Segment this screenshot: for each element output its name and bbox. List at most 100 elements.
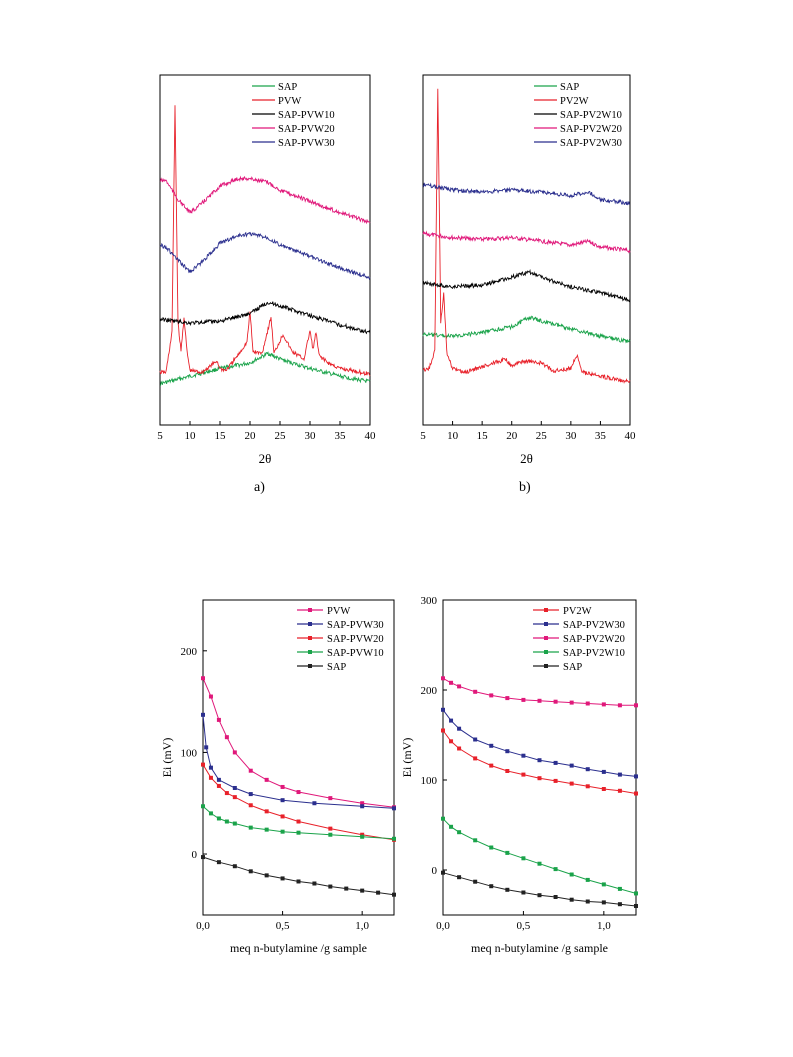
- point-pvw: [360, 801, 365, 806]
- plot-frame: [202, 599, 395, 916]
- point-sap-pvw30: [312, 801, 317, 806]
- point-sap: [441, 870, 445, 875]
- point-sap-pv2w30: [634, 774, 638, 779]
- point-sap-pv2w30: [457, 726, 462, 731]
- point-sap-pvw20: [208, 775, 213, 780]
- x-tick-label: 15: [215, 430, 227, 442]
- xrd-chart-b-svg: 5 10 15 20 25 30 35 40 2θ SAP PV2W SAP-PV2W10 SAP-PV…: [420, 74, 637, 466]
- series-sap-pvw30: [159, 231, 371, 281]
- x-tick-label: 0,5: [517, 920, 531, 932]
- point-sap: [264, 873, 269, 878]
- point-sap-pv2w10: [617, 886, 622, 891]
- point-pv2w: [473, 756, 478, 761]
- point-sap: [569, 897, 574, 902]
- legend-label-sap: SAP: [278, 82, 297, 93]
- legend-label-pvw: PVW: [278, 96, 301, 107]
- x-tick-label: 5: [420, 430, 426, 442]
- legend-label-sap-pv2w20: SAP-PV2W20: [560, 124, 622, 135]
- x-axis-label: meq n-butylamine /g sample: [230, 941, 367, 955]
- x-tick-label: 20: [506, 430, 518, 442]
- point-sap: [457, 875, 462, 880]
- point-sap-pvw20: [224, 791, 229, 796]
- legend-label-sap-pvw30: SAP-PVW30: [278, 138, 335, 149]
- point-sap-pv2w10: [449, 824, 454, 829]
- point-sap-pvw10: [201, 804, 205, 809]
- legend-marker-sap: [544, 664, 548, 668]
- point-sap: [216, 860, 221, 865]
- x-tick-label: 0,5: [276, 920, 290, 932]
- point-sap-pv2w10: [553, 867, 558, 872]
- legend-label-pv2w: PV2W: [563, 606, 592, 617]
- point-sap-pvw30: [208, 765, 213, 770]
- legend-marker-sap-pvw10: [308, 650, 312, 654]
- point-sap-pvw20: [360, 832, 365, 837]
- series-sap-pv2w20: [442, 677, 636, 706]
- x-axis-label: 2θ: [520, 451, 533, 466]
- point-sap: [376, 890, 381, 895]
- point-sap: [505, 887, 510, 892]
- point-pvw: [224, 735, 229, 740]
- point-sap: [537, 893, 542, 898]
- panel-label-a: a): [254, 480, 265, 495]
- point-sap-pv2w20: [634, 703, 638, 708]
- point-sap-pv2w30: [537, 758, 542, 763]
- point-pvw: [208, 694, 213, 699]
- point-sap-pvw30: [360, 804, 365, 809]
- legend-label-sap-pvw10: SAP-PVW10: [327, 648, 384, 659]
- point-sap-pvw20: [280, 814, 285, 819]
- point-pvw: [216, 717, 221, 722]
- titration-chart-right: 0,0 0,5 1,0 0 100 200 300 meq n-butylamine /g s…: [0, 520, 793, 1057]
- point-pv2w: [537, 776, 542, 781]
- point-sap-pv2w10: [634, 891, 638, 896]
- point-sap-pv2w10: [505, 850, 510, 855]
- x-axis-label: meq n-butylamine /g sample: [471, 941, 608, 955]
- legend-label-sap-pvw10: SAP-PVW10: [278, 110, 335, 121]
- point-pvw: [248, 768, 253, 773]
- point-sap-pv2w30: [601, 769, 606, 774]
- point-sap: [201, 855, 205, 860]
- point-pv2w: [521, 772, 526, 777]
- y-tick-label: 0: [192, 849, 198, 861]
- x-tick-label: 35: [335, 430, 347, 442]
- point-sap-pvw10: [224, 819, 229, 824]
- legend-label-sap-pv2w30: SAP-PV2W30: [560, 138, 622, 149]
- series-sap-pvw30: [202, 714, 395, 809]
- point-sap-pvw10: [328, 832, 333, 837]
- x-axis-label: 2θ: [259, 451, 272, 466]
- legend-label-sap: SAP: [327, 662, 346, 673]
- point-sap-pv2w30: [505, 749, 510, 754]
- legend-marker-pv2w: [544, 608, 548, 612]
- point-sap-pvw20: [328, 826, 333, 831]
- titration-chart-left-svg: 0,0 0,5 1,0 0 100 200 meq n-butylamine /g samp…: [160, 599, 396, 955]
- point-pvw: [280, 784, 285, 789]
- point-sap-pvw10: [360, 834, 365, 839]
- point-sap: [489, 884, 494, 889]
- x-tick-label: 1,0: [355, 920, 369, 932]
- point-sap-pvw30: [248, 792, 253, 797]
- xrd-chart-a: 5 10 15 20 25 30 35 40 2θ SAP PVW SAP-PVW10 SAP-PVW2…: [0, 0, 793, 520]
- legend-label-sap-pvw20: SAP-PVW20: [327, 634, 384, 645]
- x-tick-label: 25: [536, 430, 548, 442]
- point-sap-pv2w20: [521, 697, 526, 702]
- y-tick-label: 300: [421, 595, 438, 607]
- point-sap-pv2w20: [449, 680, 454, 685]
- point-sap-pv2w20: [585, 701, 590, 706]
- legend-label-sap: SAP: [563, 662, 582, 673]
- x-tick-label: 40: [625, 430, 637, 442]
- point-sap: [392, 892, 396, 897]
- y-axis-label: Ei (mV): [160, 738, 174, 778]
- series-sap-pv2w10: [422, 268, 631, 303]
- y-tick-label: 200: [421, 685, 438, 697]
- panel-label-b: b): [519, 480, 531, 495]
- legend-marker-sap-pvw30: [308, 622, 312, 626]
- x-tick-label: 0,0: [436, 920, 450, 932]
- series-sap-pvw20: [159, 175, 371, 225]
- point-pv2w: [634, 791, 638, 796]
- x-tick-label: 10: [185, 430, 197, 442]
- point-sap-pv2w10: [441, 816, 445, 821]
- point-sap: [601, 900, 606, 905]
- point-sap-pv2w20: [505, 696, 510, 701]
- point-sap-pvw10: [216, 816, 221, 821]
- series-sap-pv2w30: [422, 182, 631, 206]
- point-sap-pvw30: [232, 785, 237, 790]
